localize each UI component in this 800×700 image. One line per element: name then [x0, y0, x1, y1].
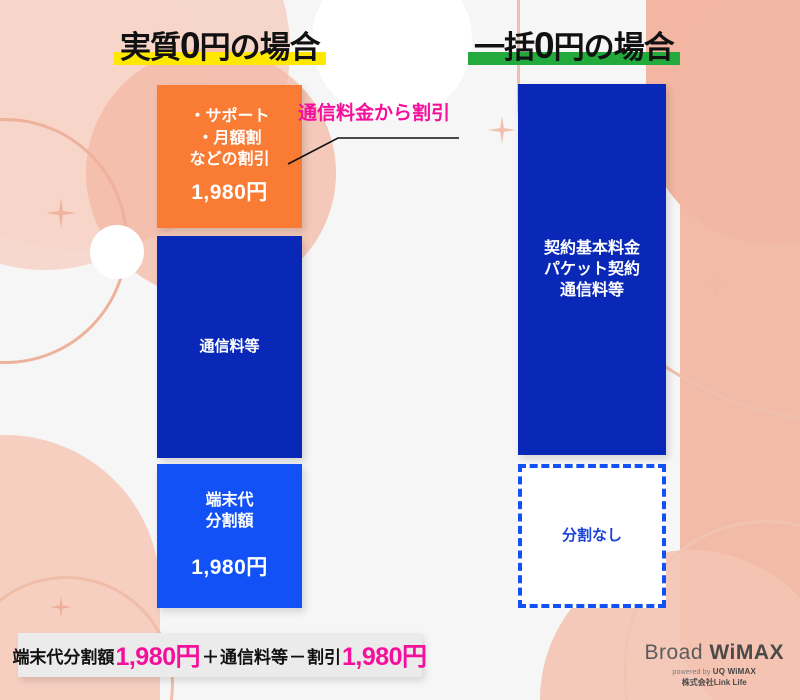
callout-discount-note: 通信料金から割引 [298, 103, 451, 124]
block-base-plan-line1: 契約基本料金 [543, 239, 640, 257]
formula-part1: 端末代分割額 [12, 647, 115, 667]
logo-company: 株式会社Link Life [681, 678, 747, 687]
block-discount-line2: ・月額割 [197, 129, 262, 147]
heading-right-pre: 一括 [474, 30, 535, 65]
heading-right-post: 円の場合 [553, 30, 675, 65]
block-base-plan-line2: パケット契約 [543, 260, 640, 278]
formula-op2: － [289, 647, 306, 667]
formula-value2: 1,980円 [342, 643, 427, 671]
decor-ring-left [0, 118, 128, 364]
heading-left-big: 0 [180, 25, 201, 66]
block-comm-fee-left-label: 通信料等 [199, 338, 260, 356]
logo-brand-light: Broad [644, 641, 710, 664]
block-discount-line1: ・サポート [189, 108, 270, 126]
formula-op1: ＋ [202, 647, 219, 667]
sparkle-icon [50, 596, 72, 618]
block-discount-amount: 1,980円 [191, 180, 268, 204]
heading-left-post: 円の場合 [199, 30, 321, 65]
callout-leader-line [287, 137, 459, 165]
block-base-plan: 契約基本料金 パケット契約 通信料等 [518, 84, 666, 455]
block-device-installment: 端末代 分割額 1,980円 [157, 464, 302, 608]
heading-left: 実質0円の場合 [114, 22, 326, 67]
block-discount-line3: などの割引 [189, 150, 270, 168]
heading-left-pre: 実質 [120, 30, 181, 65]
block-discount: ・サポート ・月額割 などの割引 1,980円 [157, 85, 302, 228]
block-base-plan-line3: 通信料等 [559, 282, 624, 300]
logo-powered-brand: UQ WiMAX [712, 667, 757, 676]
block-no-installment-label: 分割なし [561, 527, 622, 545]
block-comm-fee-left: 通信料等 [157, 236, 302, 458]
block-no-installment: 分割なし [518, 464, 666, 608]
heading-right-big: 0 [534, 25, 555, 66]
decor-dot-white-left [90, 225, 144, 279]
logo-brand-bold: WiMAX [709, 641, 784, 664]
sparkle-icon [702, 272, 730, 300]
formula-part3: 割引 [307, 647, 341, 667]
block-device-installment-line1: 端末代 [205, 492, 254, 510]
block-device-installment-amount: 1,980円 [191, 556, 268, 580]
heading-right: 一括0円の場合 [468, 22, 680, 67]
decor-pill-right [680, 0, 800, 700]
formula-value1: 1,980円 [115, 643, 200, 671]
block-device-installment-line2: 分割額 [205, 513, 254, 531]
sparkle-icon [488, 116, 516, 144]
formula-bar: 端末代分割額 1,980円＋通信料等－割引 1,980円 [12, 633, 427, 677]
brand-logo: Broad WiMAX powered by UQ WiMAX 株式会社Link… [644, 641, 784, 688]
logo-powered-prefix: powered by [672, 669, 713, 676]
formula-part2: 通信料等 [220, 647, 288, 667]
sparkle-icon [46, 198, 76, 228]
